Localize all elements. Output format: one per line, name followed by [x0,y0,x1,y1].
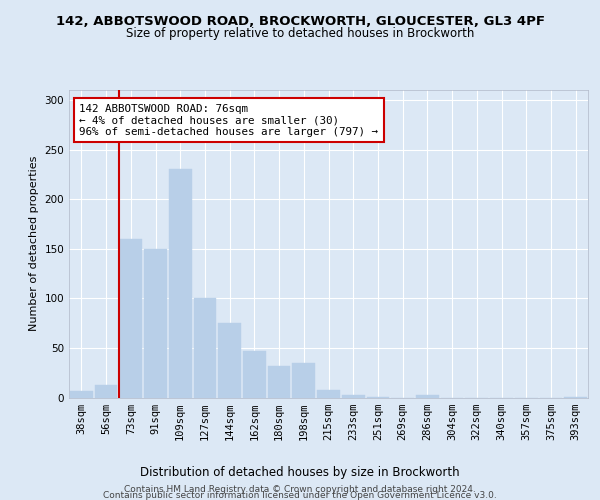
Y-axis label: Number of detached properties: Number of detached properties [29,156,39,332]
Bar [144,248,167,398]
Text: Distribution of detached houses by size in Brockworth: Distribution of detached houses by size … [140,466,460,479]
Bar [317,390,340,398]
Bar [95,384,118,398]
Bar [169,170,191,398]
Text: 142 ABBOTSWOOD ROAD: 76sqm
← 4% of detached houses are smaller (30)
96% of semi-: 142 ABBOTSWOOD ROAD: 76sqm ← 4% of detac… [79,104,379,137]
Bar [292,363,315,398]
Bar [218,323,241,398]
Bar [564,396,587,398]
Text: 142, ABBOTSWOOD ROAD, BROCKWORTH, GLOUCESTER, GL3 4PF: 142, ABBOTSWOOD ROAD, BROCKWORTH, GLOUCE… [56,15,545,28]
Bar [342,394,365,398]
Bar [416,394,439,398]
Bar [119,239,142,398]
Text: Contains HM Land Registry data © Crown copyright and database right 2024.: Contains HM Land Registry data © Crown c… [124,484,476,494]
Text: Contains public sector information licensed under the Open Government Licence v3: Contains public sector information licen… [103,492,497,500]
Bar [243,351,266,398]
Bar [70,390,93,398]
Bar [367,396,389,398]
Bar [268,366,290,398]
Text: Size of property relative to detached houses in Brockworth: Size of property relative to detached ho… [126,28,474,40]
Bar [194,298,216,398]
